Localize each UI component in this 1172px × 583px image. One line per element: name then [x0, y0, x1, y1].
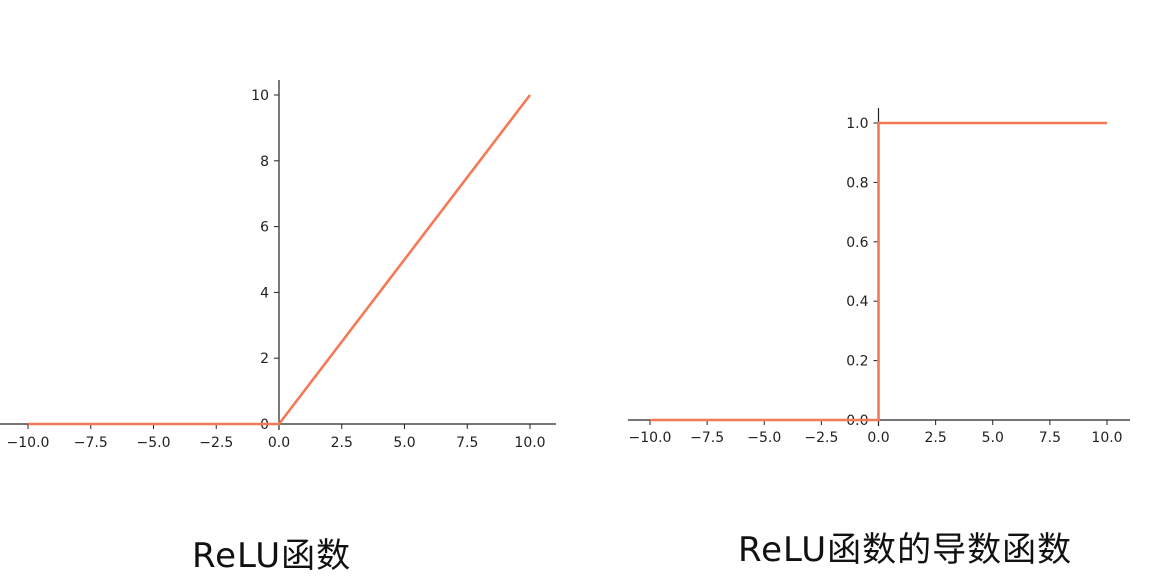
- chart2-x-tick-label: −10.0: [629, 430, 672, 446]
- chart2-x-tick-label: 7.5: [1039, 430, 1061, 446]
- chart1-y-tick-label: 8: [260, 154, 269, 170]
- chart1-y-tick-label: 2: [260, 351, 269, 367]
- chart2-y-tick-label: 0.6: [846, 235, 868, 251]
- chart1-x-tick-label: −7.5: [74, 435, 108, 451]
- chart1-series-line: [28, 94, 532, 426]
- chart2-y-tick-label: 1.0: [846, 116, 868, 132]
- chart2-x-tick-label: −7.5: [690, 430, 724, 446]
- chart2-x-tick-label: 10.0: [1091, 430, 1122, 446]
- chart2-x-tick-label: 2.5: [924, 430, 946, 446]
- chart2-x-tick-label: 5.0: [982, 430, 1004, 446]
- caption-relu: ReLU函数: [192, 536, 352, 576]
- chart2-x-tick-label: −2.5: [804, 430, 838, 446]
- chart1-x-tick-label: 5.0: [393, 435, 415, 451]
- chart1-x-tick-label: −5.0: [137, 435, 171, 451]
- chart1-x-tick-label: 0.0: [268, 435, 290, 451]
- chart2-y-tick-label: 0.2: [846, 354, 868, 370]
- chart1-y-tick-label: 4: [260, 285, 269, 301]
- chart1-x-tick-label: 2.5: [331, 435, 353, 451]
- chart1-x-tick-label: 7.5: [456, 435, 478, 451]
- chart1-y-tick-label: 10: [251, 88, 269, 104]
- chart1-x-tick-label: 10.0: [514, 435, 545, 451]
- chart1-x-tick-label: −10.0: [7, 435, 50, 451]
- chart2-y-tick-label: 0.4: [846, 294, 868, 310]
- caption-relu-derivative: ReLU函数的导数函数: [738, 530, 1073, 570]
- chart1-y-tick-label: 6: [260, 220, 269, 236]
- chart1-x-tick-label: −2.5: [199, 435, 233, 451]
- chart2-x-tick-label: 0.0: [867, 430, 889, 446]
- chart2-series-line: [650, 121, 1107, 422]
- chart2-y-tick-label: 0.8: [846, 175, 868, 191]
- chart2-x-tick-label: −5.0: [747, 430, 781, 446]
